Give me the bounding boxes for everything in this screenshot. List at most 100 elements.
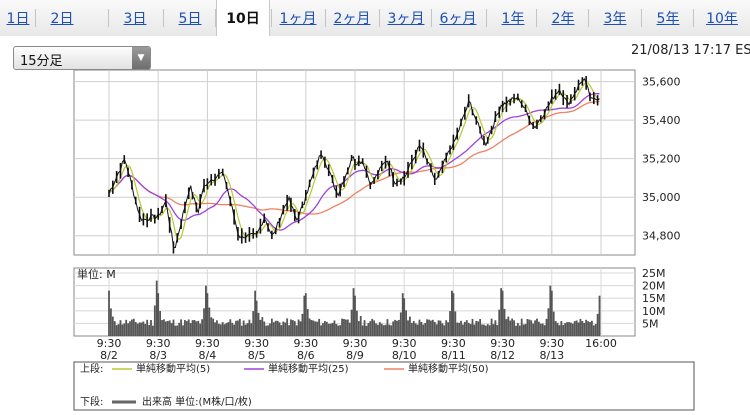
volume-bar — [398, 319, 400, 336]
volume-bar — [176, 325, 179, 336]
volume-bar — [238, 318, 241, 336]
volume-bar — [235, 320, 237, 336]
volume-bar — [431, 319, 434, 336]
volume-bar — [363, 320, 366, 336]
volume-bar — [344, 319, 347, 336]
volume-bar — [348, 322, 351, 336]
volume-bar — [501, 290, 504, 336]
tab-7[interactable]: 3ヶ月 — [387, 11, 425, 27]
chevron-down-icon[interactable]: ▼ — [132, 47, 150, 69]
volume-bar — [509, 320, 512, 336]
x-tick-date: 8/10 — [392, 349, 417, 362]
volume-bar — [550, 290, 553, 336]
tab-13[interactable]: 10年 — [706, 11, 738, 27]
volume-bar — [301, 313, 304, 336]
volume-bar — [164, 321, 167, 336]
volume-bar — [269, 323, 271, 336]
volume-bar — [136, 323, 139, 336]
volume-bar — [467, 322, 470, 336]
volume-bar — [451, 290, 453, 336]
volume-bar — [276, 320, 279, 336]
volume-bar — [225, 323, 228, 336]
volume-bar — [481, 324, 483, 336]
volume-bar — [547, 308, 550, 336]
volume-bar — [494, 320, 497, 336]
tab-9[interactable]: 1年 — [501, 11, 525, 27]
volume-bar — [428, 319, 430, 336]
volume-bar — [357, 321, 360, 336]
volume-bar — [144, 323, 147, 336]
volume-bar — [335, 324, 338, 336]
volume-bar — [394, 319, 396, 336]
volume-bar — [255, 300, 258, 336]
price-tick-label: 35,600 — [642, 76, 681, 89]
tab-divider — [641, 9, 642, 27]
volume-bar — [250, 323, 253, 336]
sma50-line — [108, 100, 600, 215]
interval-select[interactable]: 15分足 ▼ — [13, 46, 151, 70]
tab-10[interactable]: 2年 — [551, 11, 575, 27]
volume-tick-label: 10M — [642, 305, 666, 318]
tab-11[interactable]: 3年 — [603, 11, 627, 27]
tab-0[interactable]: 1日 — [6, 11, 30, 27]
volume-bar — [304, 293, 307, 336]
tab-1[interactable]: 2日 — [50, 11, 74, 27]
volume-bar — [263, 321, 266, 336]
volume-bar — [295, 325, 298, 336]
volume-bar — [556, 322, 559, 336]
volume-bar — [433, 321, 436, 336]
volume-bar — [178, 322, 181, 336]
legend-item-label: 単純移動平均(25) — [268, 362, 349, 375]
tab-5[interactable]: 1ヶ月 — [279, 11, 317, 27]
x-tick-time: 9:30 — [97, 337, 122, 350]
x-tick-date: 8/11 — [441, 349, 466, 362]
volume-bar — [367, 323, 370, 336]
volume-bar — [278, 322, 281, 336]
volume-bar — [488, 325, 491, 336]
volume-bar — [123, 323, 126, 336]
volume-bar — [189, 323, 192, 336]
volume-bar — [331, 322, 334, 336]
tab-divider — [271, 9, 272, 27]
x-tick-date: 8/3 — [149, 349, 167, 362]
x-tick-date: 8/13 — [539, 349, 564, 362]
timestamp: 21/08/13 17:17 EST — [631, 43, 750, 58]
tab-divider — [536, 9, 537, 27]
volume-bar — [424, 323, 427, 336]
tab-2[interactable]: 3日 — [123, 11, 147, 27]
volume-tick-label: 25M — [642, 267, 666, 280]
tab-4[interactable]: 10日 — [216, 0, 270, 37]
volume-bar — [337, 325, 340, 336]
volume-bar — [350, 309, 353, 336]
volume-bar — [229, 319, 232, 336]
volume-bar — [306, 309, 309, 336]
volume-bar — [210, 317, 213, 336]
volume-bar — [113, 321, 116, 336]
volume-bar — [526, 319, 529, 336]
volume-bar — [515, 325, 517, 336]
volume-bar — [244, 324, 247, 336]
volume-bar — [219, 324, 222, 336]
tab-6[interactable]: 2ヶ月 — [333, 11, 371, 27]
volume-bar — [140, 322, 143, 336]
volume-bar — [318, 318, 321, 336]
x-tick-time: 9:30 — [539, 337, 564, 350]
volume-bar — [252, 311, 255, 336]
volume-bar — [312, 320, 315, 336]
volume-bar — [206, 293, 209, 336]
volume-bar — [237, 320, 239, 336]
volume-bar — [463, 321, 466, 336]
volume-bar — [585, 319, 588, 336]
volume-bar — [117, 324, 120, 336]
volume-bar — [172, 319, 175, 336]
volume-bar — [369, 321, 372, 336]
tab-8[interactable]: 6ヶ月 — [439, 11, 477, 27]
tab-3[interactable]: 5日 — [178, 11, 202, 27]
volume-bar — [272, 322, 275, 336]
volume-bar — [513, 320, 515, 336]
tab-divider — [108, 9, 109, 27]
volume-bar — [108, 290, 110, 336]
x-tick-time: 9:30 — [146, 337, 171, 350]
tab-12[interactable]: 5年 — [656, 11, 680, 27]
volume-bar — [280, 325, 283, 336]
